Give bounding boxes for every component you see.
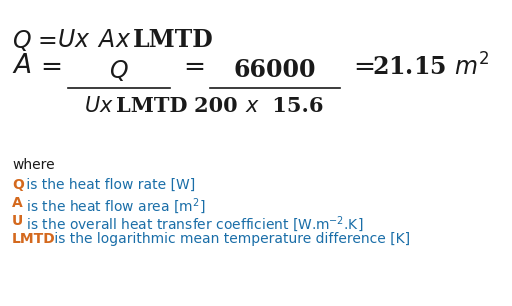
Text: $\it{Q}$: $\it{Q}$ bbox=[109, 58, 129, 83]
Text: is the heat flow area [m$^2$]: is the heat flow area [m$^2$] bbox=[22, 196, 205, 216]
Text: $\it{x}$: $\it{x}$ bbox=[115, 28, 132, 52]
Text: $\it{x}$: $\it{x}$ bbox=[245, 96, 260, 116]
Text: is the heat flow rate [W]: is the heat flow rate [W] bbox=[22, 178, 195, 192]
Text: A: A bbox=[12, 196, 23, 210]
Text: $=$: $=$ bbox=[35, 53, 61, 78]
Text: $\it{Ux}$: $\it{Ux}$ bbox=[57, 28, 91, 52]
Text: U: U bbox=[12, 214, 23, 228]
Text: is the logarithmic mean temperature difference [K]: is the logarithmic mean temperature diff… bbox=[50, 232, 410, 246]
Text: where: where bbox=[12, 158, 55, 172]
Text: 200: 200 bbox=[194, 96, 245, 116]
Text: is the overall heat transfer coefficient [W.m$^{-2}$.K]: is the overall heat transfer coefficient… bbox=[22, 214, 364, 234]
Text: LMTD: LMTD bbox=[12, 232, 56, 246]
Text: Q: Q bbox=[12, 178, 24, 192]
Text: $\it{A}$: $\it{A}$ bbox=[12, 53, 32, 78]
Text: LMTD: LMTD bbox=[116, 96, 187, 116]
Text: 66000: 66000 bbox=[234, 58, 316, 82]
Text: 15.6: 15.6 bbox=[265, 96, 324, 116]
Text: $\it{Q}$: $\it{Q}$ bbox=[12, 28, 32, 53]
Text: 21.15 $\it{m}^2$: 21.15 $\it{m}^2$ bbox=[372, 53, 489, 80]
Text: LMTD: LMTD bbox=[133, 28, 214, 52]
Text: $=$: $=$ bbox=[348, 53, 374, 78]
Text: $\it{A}$: $\it{A}$ bbox=[97, 28, 115, 52]
Text: $\it{Ux}$: $\it{Ux}$ bbox=[84, 96, 114, 116]
Text: $=$: $=$ bbox=[33, 28, 57, 51]
Text: $=$: $=$ bbox=[178, 53, 204, 78]
